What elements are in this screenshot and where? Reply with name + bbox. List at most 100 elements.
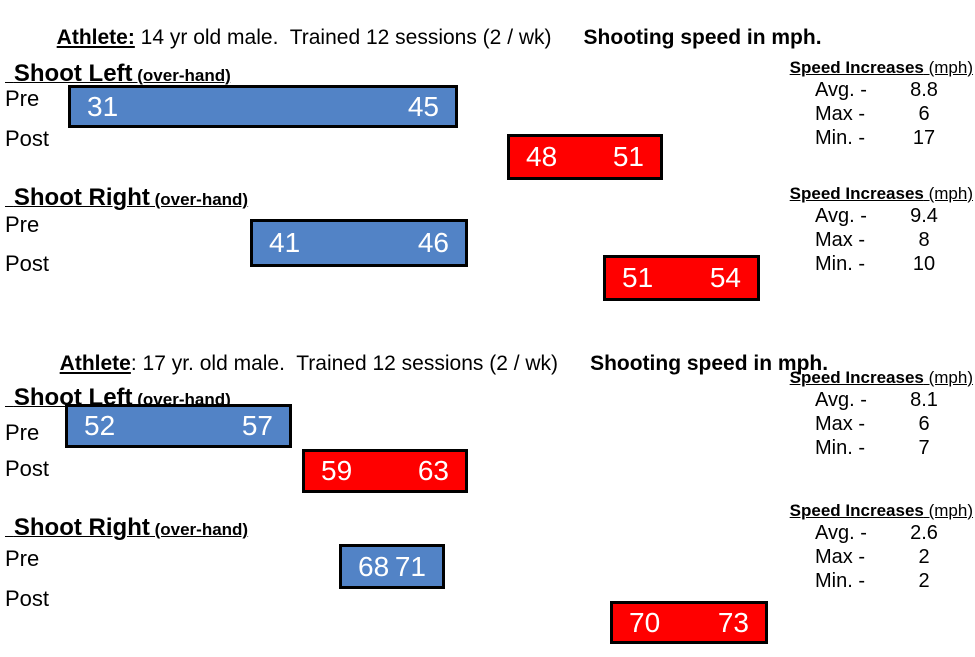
stat-label: Avg. - bbox=[815, 79, 867, 101]
post-bar-start-value: 59 bbox=[321, 455, 353, 486]
a2-right-post-bar: 70 73 bbox=[610, 601, 768, 644]
athlete-2-header-label: Athlete bbox=[59, 352, 131, 375]
a2-right-stat-max: Max - 2 bbox=[765, 545, 975, 569]
a1-shoot-left-title: Shoot Left bbox=[13, 60, 133, 87]
a1-right-stat-avg: Avg. - 9.4 bbox=[765, 204, 975, 228]
pre-bar-end-value: 57 bbox=[241, 410, 273, 441]
a1-right-post-label: Post bbox=[5, 251, 50, 276]
a2-left-post-label: Post bbox=[5, 456, 50, 481]
a2-right-pre-label: Pre bbox=[5, 546, 40, 571]
athlete-1-header-label: Athlete: bbox=[56, 26, 135, 49]
post-bar-start-value: 70 bbox=[629, 606, 661, 638]
stat-label: Min. - bbox=[815, 437, 865, 459]
post-bar-end-value: 54 bbox=[709, 262, 741, 293]
a2-left-post-bar: 59 63 bbox=[302, 449, 468, 493]
stat-value: 8.1 bbox=[910, 389, 938, 411]
a1-left-stat-max: Max - 6 bbox=[765, 102, 975, 126]
stat-label: Max - bbox=[815, 229, 865, 251]
pre-bar-end-value: 46 bbox=[417, 227, 449, 258]
pre-bar-start-value: 68 bbox=[358, 550, 390, 582]
a1-left-pre-bar: 31 45 bbox=[68, 85, 458, 128]
athlete-1-header-note: Shooting speed in mph. bbox=[583, 26, 822, 49]
stat-value: 8.8 bbox=[910, 79, 938, 101]
athlete-2-header: Athlete: 17 yr. old male. Trained 12 ses… bbox=[48, 328, 828, 376]
a2-left-stat-max: Max - 6 bbox=[765, 412, 975, 436]
a2-left-stats-title-text: Speed Increases bbox=[789, 368, 924, 387]
athlete-2-header-desc: : 17 yr. old male. Trained 12 sessions (… bbox=[130, 352, 559, 375]
a2-left-stat-avg: Avg. - 8.1 bbox=[765, 388, 975, 412]
a1-right-pre-label: Pre bbox=[5, 212, 40, 237]
stat-value: 6 bbox=[918, 103, 930, 125]
a1-right-stats-unit: (mph) bbox=[923, 184, 973, 203]
a1-left-stats-title: Speed Increases (mph) bbox=[765, 58, 975, 78]
pre-bar-end-value: 45 bbox=[407, 90, 439, 122]
a2-shoot-right-suffix: (over-hand) bbox=[149, 520, 249, 539]
a1-right-stats-title-text: Speed Increases bbox=[789, 184, 924, 203]
a1-left-post-bar: 48 51 bbox=[507, 134, 663, 180]
a1-right-stat-min: Min. - 10 bbox=[765, 252, 975, 276]
post-bar-end-value: 51 bbox=[612, 141, 644, 172]
a2-left-stats-title: Speed Increases (mph) bbox=[765, 368, 975, 388]
a1-left-stats-unit: (mph) bbox=[923, 58, 973, 77]
pre-bar-start-value: 52 bbox=[84, 410, 116, 441]
a2-left-pre-label: Pre bbox=[5, 420, 40, 445]
stat-label: Min. - bbox=[815, 253, 865, 275]
stat-value: 2 bbox=[918, 546, 930, 568]
stat-value: 2.6 bbox=[910, 522, 938, 544]
athlete-2-header-note: Shooting speed in mph. bbox=[590, 352, 829, 375]
a1-right-stats-panel: Speed Increases (mph) Avg. - 9.4 Max - 8 M… bbox=[765, 184, 975, 276]
stat-value: 8 bbox=[918, 229, 930, 251]
a1-right-stat-max: Max - 8 bbox=[765, 228, 975, 252]
a1-right-pre-bar: 41 46 bbox=[250, 219, 468, 267]
athlete-1-header-desc: 14 yr old male. Trained 12 sessions (2 /… bbox=[134, 26, 552, 49]
post-bar-start-value: 51 bbox=[622, 262, 654, 293]
a1-shoot-right-title: Shoot Right bbox=[13, 184, 150, 211]
stat-label: Max - bbox=[815, 413, 865, 435]
stat-label: Min. - bbox=[815, 570, 865, 592]
stat-value: 6 bbox=[918, 413, 930, 435]
stat-label: Avg. - bbox=[815, 389, 867, 411]
a2-left-stat-min: Min. - 7 bbox=[765, 436, 975, 460]
a2-left-stats-unit: (mph) bbox=[923, 368, 973, 387]
a1-left-stats-panel: Speed Increases (mph) Avg. - 8.8 Max - 6 M… bbox=[765, 58, 975, 150]
a2-right-stats-unit: (mph) bbox=[923, 501, 973, 520]
stat-label: Min. - bbox=[815, 127, 865, 149]
stat-value: 2 bbox=[918, 570, 930, 592]
a1-left-stats-title-text: Speed Increases bbox=[789, 58, 924, 77]
pre-bar-start-value: 31 bbox=[87, 90, 119, 122]
stat-label: Avg. - bbox=[815, 205, 867, 227]
a2-right-post-label: Post bbox=[5, 586, 50, 611]
a1-right-stats-title: Speed Increases (mph) bbox=[765, 184, 975, 204]
a2-right-stats-title: Speed Increases (mph) bbox=[765, 501, 975, 521]
stat-value: 7 bbox=[918, 437, 930, 459]
a2-left-stats-panel: Speed Increases (mph) Avg. - 8.1 Max - 6 M… bbox=[765, 368, 975, 460]
a1-left-stat-min: Min. - 17 bbox=[765, 126, 975, 150]
a1-left-stat-avg: Avg. - 8.8 bbox=[765, 78, 975, 102]
a1-shoot-left-heading: Shoot Left (over-hand) bbox=[5, 42, 231, 88]
stat-label: Max - bbox=[815, 103, 865, 125]
a2-right-stats-title-text: Speed Increases bbox=[789, 501, 924, 520]
pre-bar-start-value: 41 bbox=[269, 227, 301, 258]
pre-bar-end-value: 71 bbox=[394, 550, 426, 582]
a2-right-stats-panel: Speed Increases (mph) Avg. - 2.6 Max - 2 M… bbox=[765, 501, 975, 593]
a1-shoot-right-suffix: (over-hand) bbox=[149, 190, 249, 209]
post-bar-start-value: 48 bbox=[526, 141, 558, 172]
a1-right-post-bar: 51 54 bbox=[603, 255, 760, 301]
a1-left-pre-label: Pre bbox=[5, 86, 40, 111]
stat-label: Avg. - bbox=[815, 522, 867, 544]
stat-value: 17 bbox=[912, 127, 936, 149]
stat-label: Max - bbox=[815, 546, 865, 568]
a2-right-stat-avg: Avg. - 2.6 bbox=[765, 521, 975, 545]
a1-shoot-left-suffix: (over-hand) bbox=[132, 66, 231, 85]
post-bar-end-value: 73 bbox=[717, 606, 749, 638]
a1-left-post-label: Post bbox=[5, 126, 50, 151]
a2-shoot-right-heading: Shoot Right (over-hand) bbox=[5, 496, 248, 542]
stat-value: 10 bbox=[912, 253, 936, 275]
stat-value: 9.4 bbox=[910, 205, 938, 227]
a2-right-stat-min: Min. - 2 bbox=[765, 569, 975, 593]
a2-right-pre-bar: 68 71 bbox=[339, 544, 445, 589]
post-bar-end-value: 63 bbox=[417, 455, 449, 486]
athlete-1-header: Athlete: 14 yr old male. Trained 12 sess… bbox=[45, 2, 822, 50]
a2-shoot-right-title: Shoot Right bbox=[13, 514, 150, 541]
